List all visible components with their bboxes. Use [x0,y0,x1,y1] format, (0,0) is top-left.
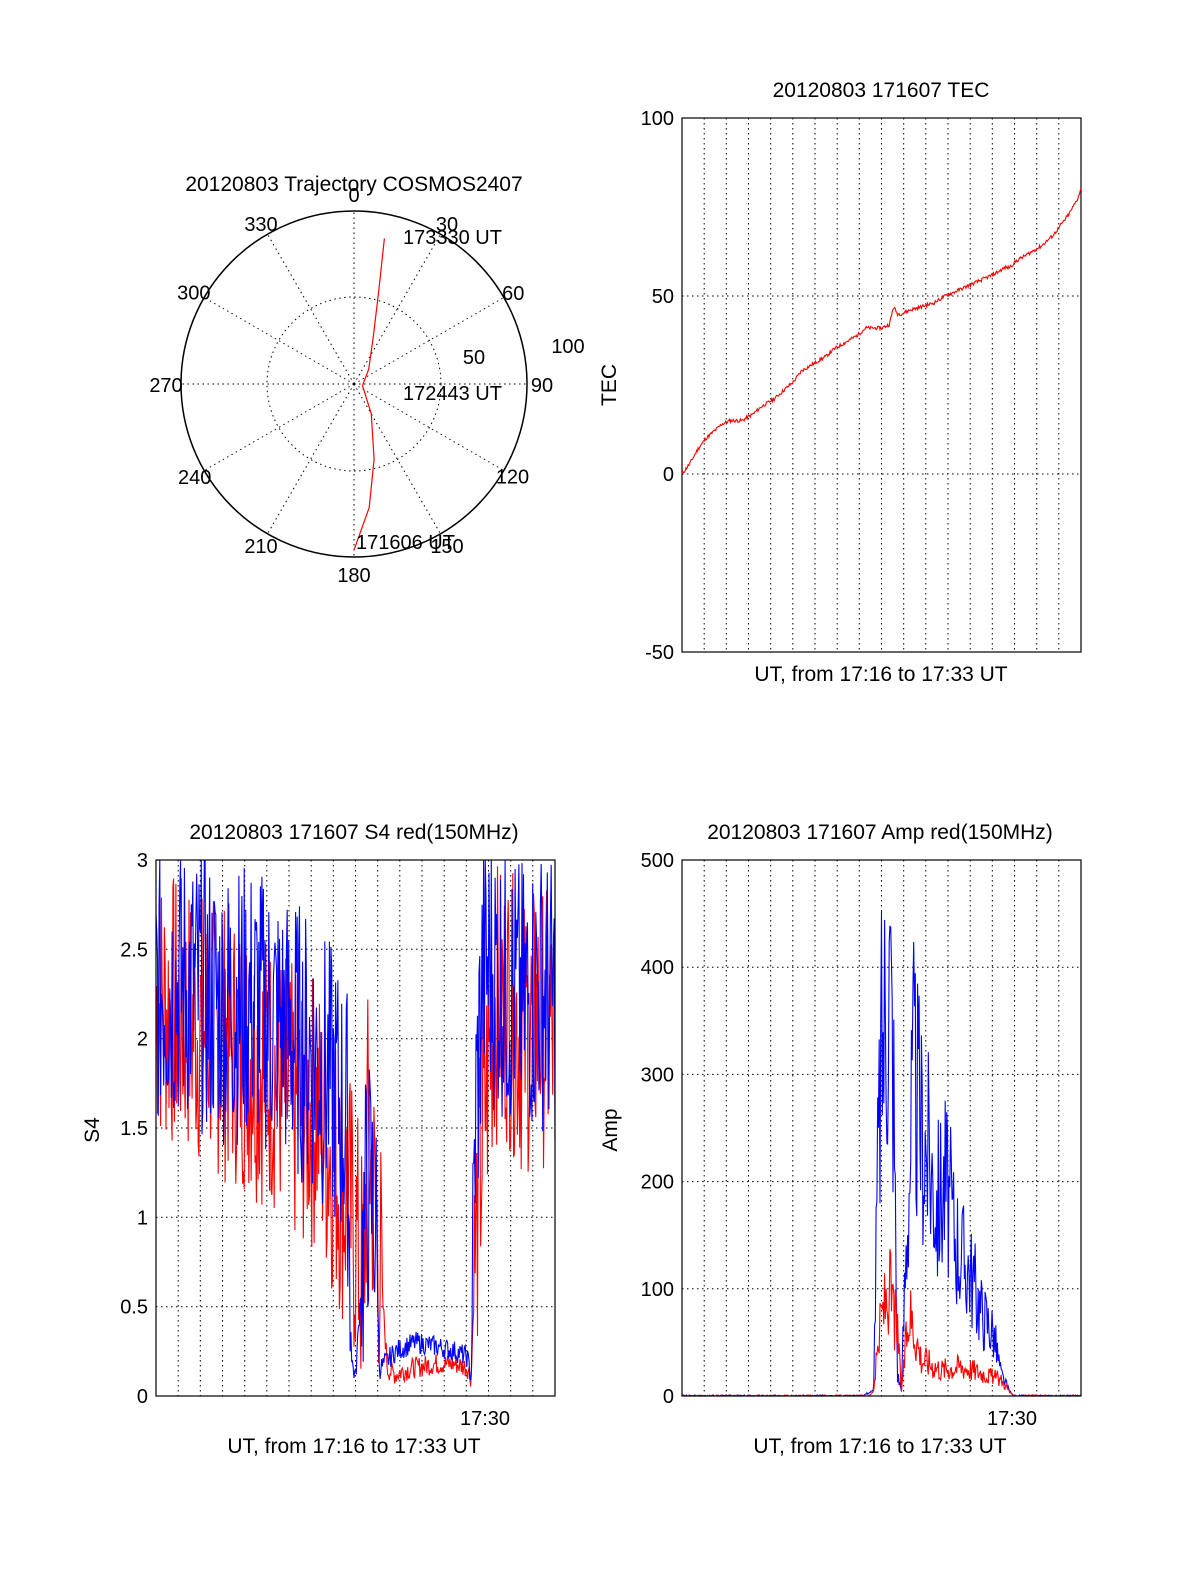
polar-radial-label-100: 100 [551,336,584,358]
s4-title: 20120803 171607 S4 red(150MHz) [189,821,518,844]
trajectory-label-start: 171606 UT [356,532,455,554]
tec-series [681,188,1082,474]
polar-az-label-90: 90 [531,375,553,397]
tec-y-tick-label: -50 [645,642,674,664]
s4-y-tick-label: 1 [137,1207,148,1229]
tec-gridlines [682,118,1081,652]
polar-outer-circle [180,210,528,558]
s4-y-tick-label: 2 [137,1029,148,1051]
s4-y-tick-label: 0.5 [120,1297,148,1319]
tec-y-tick-label: 100 [641,108,674,130]
amp-x-axis-label: UT, from 17:16 to 17:33 UT [753,1435,1006,1458]
polar-az-label-30: 30 [436,214,458,236]
amp-y-tick-label: 200 [641,1172,674,1194]
amp-title: 20120803 171607 Amp red(150MHz) [707,821,1053,844]
amp-y-ticks: 500 400 300 200 100 0 [641,850,674,1408]
polar-spoke-30 [353,233,441,385]
tec-plot-frame [681,117,1082,653]
s4-y-tick-label: 2.5 [120,939,148,961]
polar-az-label-150: 150 [430,536,463,558]
polar-spoke-240 [203,383,355,471]
polar-spoke-300 [203,297,355,385]
polar-spoke-150 [353,383,441,535]
polar-az-label-270: 270 [149,375,182,397]
polar-spoke-60 [353,297,505,385]
s4-blue-line [155,859,556,1381]
amp-y-tick-label: 300 [641,1064,674,1086]
amp-plot: 20120803 171607 Amp red(150MHz) 500 400 30… [599,821,1082,1458]
s4-x-tick-1730: 17:30 [460,1408,510,1430]
amp-y-tick-label: 0 [663,1386,674,1408]
tec-x-axis-label: UT, from 17:16 to 17:33 UT [754,663,1007,686]
amp-y-tick-label: 400 [641,957,674,979]
trajectory-label-end: 173330 UT [403,227,502,249]
s4-series [155,859,556,1387]
polar-radial-label-50: 50 [463,347,485,369]
polar-spoke-210 [267,383,355,535]
polar-az-label-300: 300 [177,283,210,305]
polar-spoke-120 [353,383,505,471]
s4-y-axis-label: S4 [81,1117,104,1143]
polar-spokes [181,211,527,557]
s4-y-tick-label: 1.5 [120,1118,148,1140]
polar-az-label-60: 60 [502,283,524,305]
tec-y-tick-label: 0 [663,464,674,486]
polar-title: 20120803 Trajectory COSMOS2407 [185,173,522,196]
tec-plot: 20120803 171607 TEC 100 50 0 -50 TEC UT, fr… [598,79,1082,686]
amp-x-tick-1730: 17:30 [987,1408,1037,1430]
amp-gridlines [682,860,1081,1396]
trajectory-label-mid: 172443 UT [403,383,502,405]
polar-az-label-330: 330 [244,214,277,236]
polar-trajectory-plot: 20120803 Trajectory COSMOS2407 0 30 60 90 12… [149,173,584,587]
trajectory-line [353,238,385,551]
amp-blue-line [682,911,1082,1397]
s4-plot-frame [155,859,556,1397]
tec-title: 20120803 171607 TEC [773,79,990,102]
tec-red-line [681,188,1082,474]
amp-y-axis-label: Amp [599,1108,622,1151]
tec-y-tick-label: 50 [652,286,674,308]
amp-y-tick-label: 100 [641,1279,674,1301]
polar-az-label-120: 120 [496,467,529,489]
polar-azimuth-labels: 0 30 60 90 120 150 180 210 240 270 300 330 [149,185,553,587]
s4-x-axis-label: UT, from 17:16 to 17:33 UT [227,1435,480,1458]
polar-az-label-180: 180 [337,565,370,587]
s4-y-tick-label: 3 [137,850,148,872]
s4-plot: 20120803 171607 S4 red(150MHz) 3 2.5 2 1.5 1… [81,821,556,1458]
tec-y-ticks: 100 50 0 -50 [641,108,674,664]
amp-series [681,911,1082,1397]
s4-y-ticks: 3 2.5 2 1.5 1 0.5 0 [120,850,148,1408]
amp-y-tick-label: 500 [641,850,674,872]
polar-inner-circle [266,296,442,472]
tec-y-axis-label: TEC [598,364,621,406]
polar-spoke-330 [267,233,355,385]
amp-plot-frame [681,859,1082,1397]
polar-az-label-0: 0 [348,185,359,207]
polar-az-label-240: 240 [178,467,211,489]
polar-az-label-210: 210 [244,536,277,558]
s4-y-tick-label: 0 [137,1386,148,1408]
